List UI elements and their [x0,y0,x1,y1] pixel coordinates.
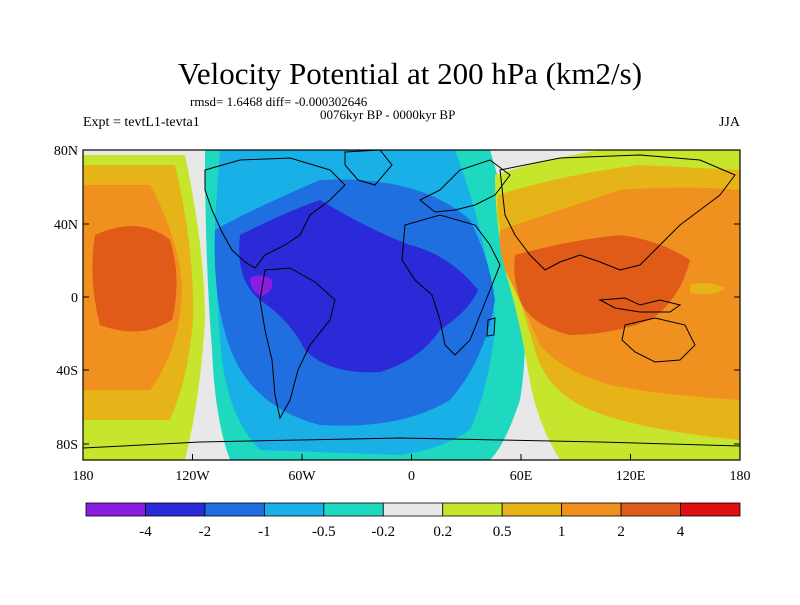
lon-tick-label: 120E [616,469,646,484]
negative-contour-bands [205,150,525,460]
colorbar-label: -2 [199,524,212,540]
lat-tick-label: 40N [54,218,78,233]
indonesia-outline [598,297,682,313]
stats-line: rmsd= 1.6468 diff= -0.000302646 [190,94,368,109]
colorbar-label: -1 [258,524,271,540]
lon-tick-label: 0 [408,469,415,484]
lon-tick-label: 120W [175,469,210,484]
north-america-outline [204,157,346,269]
latitude-axis [83,149,740,445]
colorbar-label: 2 [617,524,625,540]
colorbar-swatch [263,502,325,517]
lat-tick-label: 40S [56,364,78,379]
lon-tick-label: 60E [510,469,533,484]
greenland-outline [344,150,393,186]
colorbar-swatch [382,502,444,517]
colorbar-swatch [145,502,206,517]
madagascar-outline [486,317,496,337]
colorbar-label: -0.5 [312,524,336,540]
lat-tick-label: 0 [71,291,78,306]
colorbar-swatch [561,502,622,517]
lon-tick-label: 60W [288,469,316,484]
europe-outline [419,159,511,213]
longitude-axis [192,454,631,460]
antarctica-outline [83,437,740,449]
experiment-label: Expt = tevtL1-tevta1 [83,115,200,130]
colorbar-label: 0.5 [493,524,512,540]
colorbar-swatch [620,502,681,517]
continent-outlines [83,150,740,449]
colorbar-label: -0.2 [371,524,395,540]
season-label: JJA [719,115,741,130]
lat-tick-label: 80S [56,438,78,453]
lon-tick-label: 180 [730,469,751,484]
colorbar: -4 -2 -1 -0.5 -0.2 0.2 0.5 1 2 4 [85,502,741,540]
lon-tick-label: 180 [73,469,94,484]
period-line: 0076kyr BP - 0000kyr BP [320,107,455,122]
positive-contour-bands-east [495,150,740,460]
asia-outline [499,154,736,271]
colorbar-label: 1 [558,524,566,540]
colorbar-swatch [204,502,265,517]
colorbar-label: 0.2 [433,524,452,540]
map-panel [83,150,740,460]
colorbar-label: 4 [677,524,685,540]
africa-outline [401,214,501,356]
colorbar-swatch [323,502,384,517]
australia-outline [621,317,696,363]
colorbar-label: -4 [139,524,152,540]
positive-contour-bands-west [83,155,205,460]
south-america-outline [259,267,336,420]
lat-tick-label: 80N [54,144,78,159]
colorbar-swatch [85,502,146,517]
colorbar-swatch [442,502,503,517]
colorbar-swatch [501,502,563,517]
map-title: Velocity Potential at 200 hPa (km2/s) [178,56,642,91]
colorbar-swatch [680,502,741,517]
